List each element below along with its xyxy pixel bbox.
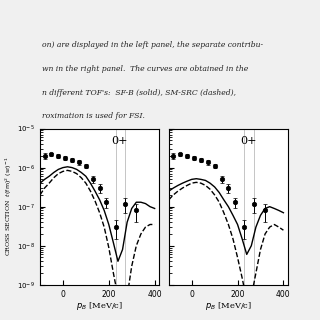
- X-axis label: $p_B$ [MeV/c]: $p_B$ [MeV/c]: [76, 300, 123, 312]
- Text: 0+: 0+: [112, 136, 128, 146]
- X-axis label: $p_B$ [MeV/c]: $p_B$ [MeV/c]: [205, 300, 252, 312]
- Text: n different TOF's:  SF-B (solid), SM-SRC (dashed),: n different TOF's: SF-B (solid), SM-SRC …: [43, 89, 236, 97]
- Y-axis label: CROSS SECTION  $t(\mathrm{fm})^2\ (\mathrm{sr})^{-1}$: CROSS SECTION $t(\mathrm{fm})^2\ (\mathr…: [4, 157, 14, 256]
- Text: on) are displayed in the left panel, the separate contribu-: on) are displayed in the left panel, the…: [43, 41, 264, 49]
- Text: 0+: 0+: [240, 136, 257, 146]
- Text: wn in the right panel.  The curves are obtained in the: wn in the right panel. The curves are ob…: [43, 65, 249, 73]
- Text: roximation is used for FSI.: roximation is used for FSI.: [43, 112, 145, 120]
